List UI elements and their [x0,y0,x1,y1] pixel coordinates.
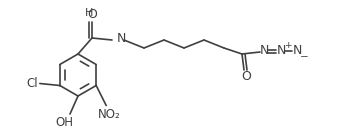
Text: N: N [292,45,302,58]
Text: +: + [284,42,292,51]
Text: OH: OH [55,115,73,129]
Text: O: O [87,8,97,22]
Text: −: − [299,52,308,62]
Text: N: N [276,45,286,58]
Text: O: O [241,71,251,83]
Text: Cl: Cl [26,77,37,90]
Text: N: N [117,32,126,45]
Text: H: H [85,8,93,18]
Text: NO₂: NO₂ [98,108,120,121]
Text: N: N [259,45,269,58]
